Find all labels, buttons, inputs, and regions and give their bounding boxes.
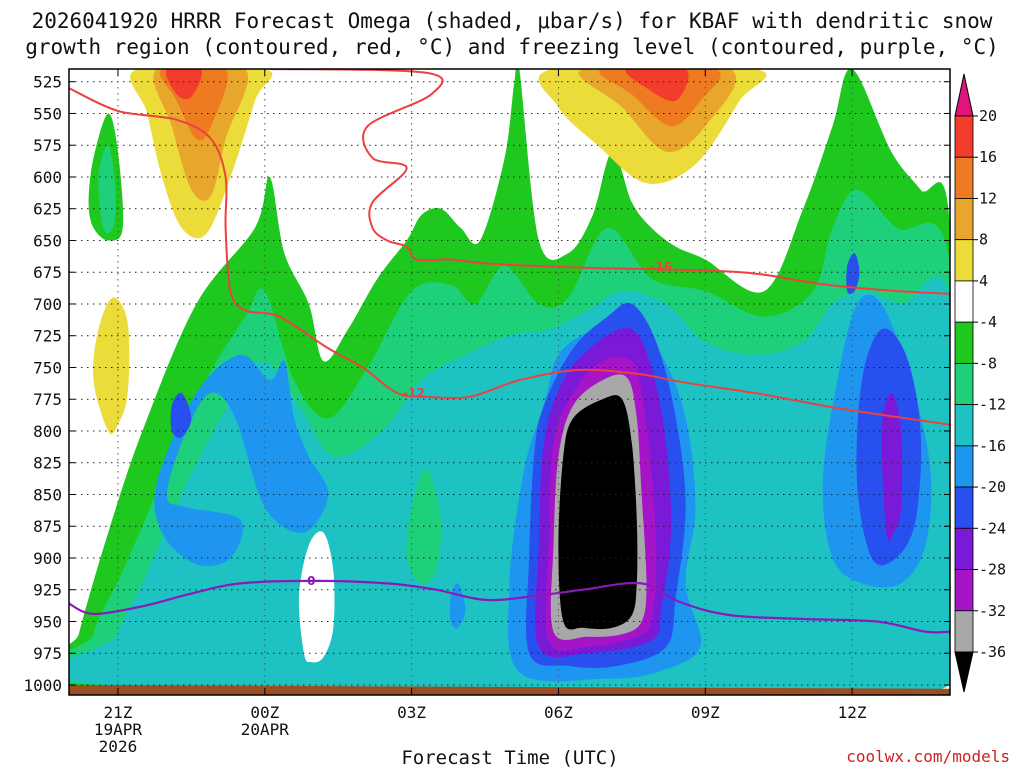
colorbar-label-0: 20 (979, 107, 997, 125)
grid-lines (69, 69, 950, 695)
x-tick-label-21Z: 21Z (103, 703, 132, 722)
y-tick-label-550: 550 (33, 104, 62, 123)
colorbar-label-9: -20 (979, 478, 1006, 496)
colorbar-bin-2 (954, 198, 974, 241)
title-line-2: growth region (contoured, red, °C) and f… (25, 35, 999, 59)
contours: -12 -16 0 (69, 69, 950, 634)
y-tick-label-825: 825 (33, 454, 62, 473)
x-tick-date-21Z: 19APR (94, 720, 143, 739)
colorbar-label-1: 16 (979, 148, 997, 166)
omega-region-19 (165, 69, 203, 100)
x-tick-label-03Z: 03Z (397, 703, 426, 722)
y-tick-label-650: 650 (33, 231, 62, 250)
colorbar-label-8: -16 (979, 437, 1006, 455)
y-tick-label-875: 875 (33, 517, 62, 536)
y-tick-label-600: 600 (33, 168, 62, 187)
omega-shading (69, 69, 950, 695)
x-axis-label: Forecast Time (UTC) (401, 747, 618, 768)
dgz-contour--12 (69, 87, 950, 426)
colorbar-bin-1 (954, 156, 974, 199)
y-tick-label-1000: 1000 (23, 676, 62, 695)
colorbar-bin-6 (954, 362, 974, 406)
y-tick-label-575: 575 (33, 136, 62, 155)
y-tick-label-850: 850 (33, 485, 62, 504)
colorbar-label-3: 8 (979, 231, 988, 249)
colorbar-label-2: 12 (979, 189, 997, 207)
colorbar-bottom-arrow (954, 651, 974, 693)
y-tick-label-750: 750 (33, 358, 62, 377)
colorbar-bin-11 (954, 569, 974, 612)
x-tick-year-21Z: 2026 (99, 737, 138, 756)
colorbar-bin-10 (954, 527, 974, 570)
colorbar-label-12: -32 (979, 602, 1006, 620)
omega-region-11 (881, 392, 903, 542)
x-tick-label-06Z: 06Z (544, 703, 573, 722)
y-tick-label-675: 675 (33, 263, 62, 282)
colorbar-label-5: -4 (979, 313, 997, 331)
colorbar-bin-3 (954, 239, 974, 282)
colorbar: 20 16 12 8 4 -4 -8 -12 -16 -20 -24 -28 -32 -36 (954, 73, 1006, 693)
colorbar-bin-5 (954, 321, 974, 364)
y-tick-label-625: 625 (33, 200, 62, 219)
omega-region-3 (154, 354, 329, 567)
colorbar-bin-7 (954, 404, 974, 447)
colorbar-label-13: -36 (979, 643, 1006, 661)
omega-region-2 (69, 276, 950, 695)
x-tick-date-00Z: 20APR (241, 720, 290, 739)
colorbar-label-11: -28 (979, 561, 1006, 579)
omega-region-14 (558, 395, 638, 630)
colorbar-bin-0 (954, 115, 974, 158)
x-tick-label-09Z: 09Z (691, 703, 720, 722)
y-tick-label-925: 925 (33, 581, 62, 600)
colorbar-label-6: -8 (979, 354, 997, 372)
freezing-label-0: 0 (307, 574, 315, 588)
colorbar-label-4: 4 (979, 272, 988, 290)
omega-region-23 (625, 69, 689, 102)
dgz-label-minus16: -16 (650, 260, 672, 274)
y-tick-label-525: 525 (33, 73, 62, 92)
colorbar-bin-9 (954, 486, 974, 529)
y-tick-label-900: 900 (33, 549, 62, 568)
omega-region-26 (98, 145, 116, 234)
freezing-level-contour (69, 579, 950, 634)
omega-region-15 (298, 531, 335, 663)
colorbar-bin-4 (954, 280, 974, 323)
colorbar-bin-8 (954, 445, 974, 488)
chart-title: 2026041920 HRRR Forecast Omega (shaded, … (0, 8, 1024, 60)
colorbar-label-7: -12 (979, 396, 1006, 414)
dgz-contour--16 (269, 69, 950, 295)
omega-region-9 (846, 253, 860, 295)
pressure-axis: 525 550 575 600 625 650 675 700 725 750 775 800 825 8… (23, 73, 950, 695)
y-tick-label-725: 725 (33, 327, 62, 346)
omega-region-8 (170, 392, 192, 438)
x-tick-label-12Z: 12Z (838, 703, 867, 722)
y-tick-label-775: 775 (33, 390, 62, 409)
colorbar-label-10: -24 (979, 519, 1006, 537)
title-line-1: 2026041920 HRRR Forecast Omega (shaded, … (31, 9, 993, 33)
colorbar-top-arrow (954, 73, 974, 117)
y-tick-label-975: 975 (33, 644, 62, 663)
x-tick-label-00Z: 00Z (250, 703, 279, 722)
credit-text: coolwx.com/models (846, 747, 1010, 766)
y-tick-label-800: 800 (33, 422, 62, 441)
colorbar-bin-12 (954, 610, 974, 653)
omega-region-24 (93, 297, 130, 435)
y-tick-label-700: 700 (33, 295, 62, 314)
plot-frame (68, 68, 951, 696)
ground-surface (69, 685, 950, 695)
dgz-label-minus12: -12 (403, 386, 425, 400)
y-tick-label-950: 950 (33, 612, 62, 631)
omega-region-22 (599, 69, 721, 127)
